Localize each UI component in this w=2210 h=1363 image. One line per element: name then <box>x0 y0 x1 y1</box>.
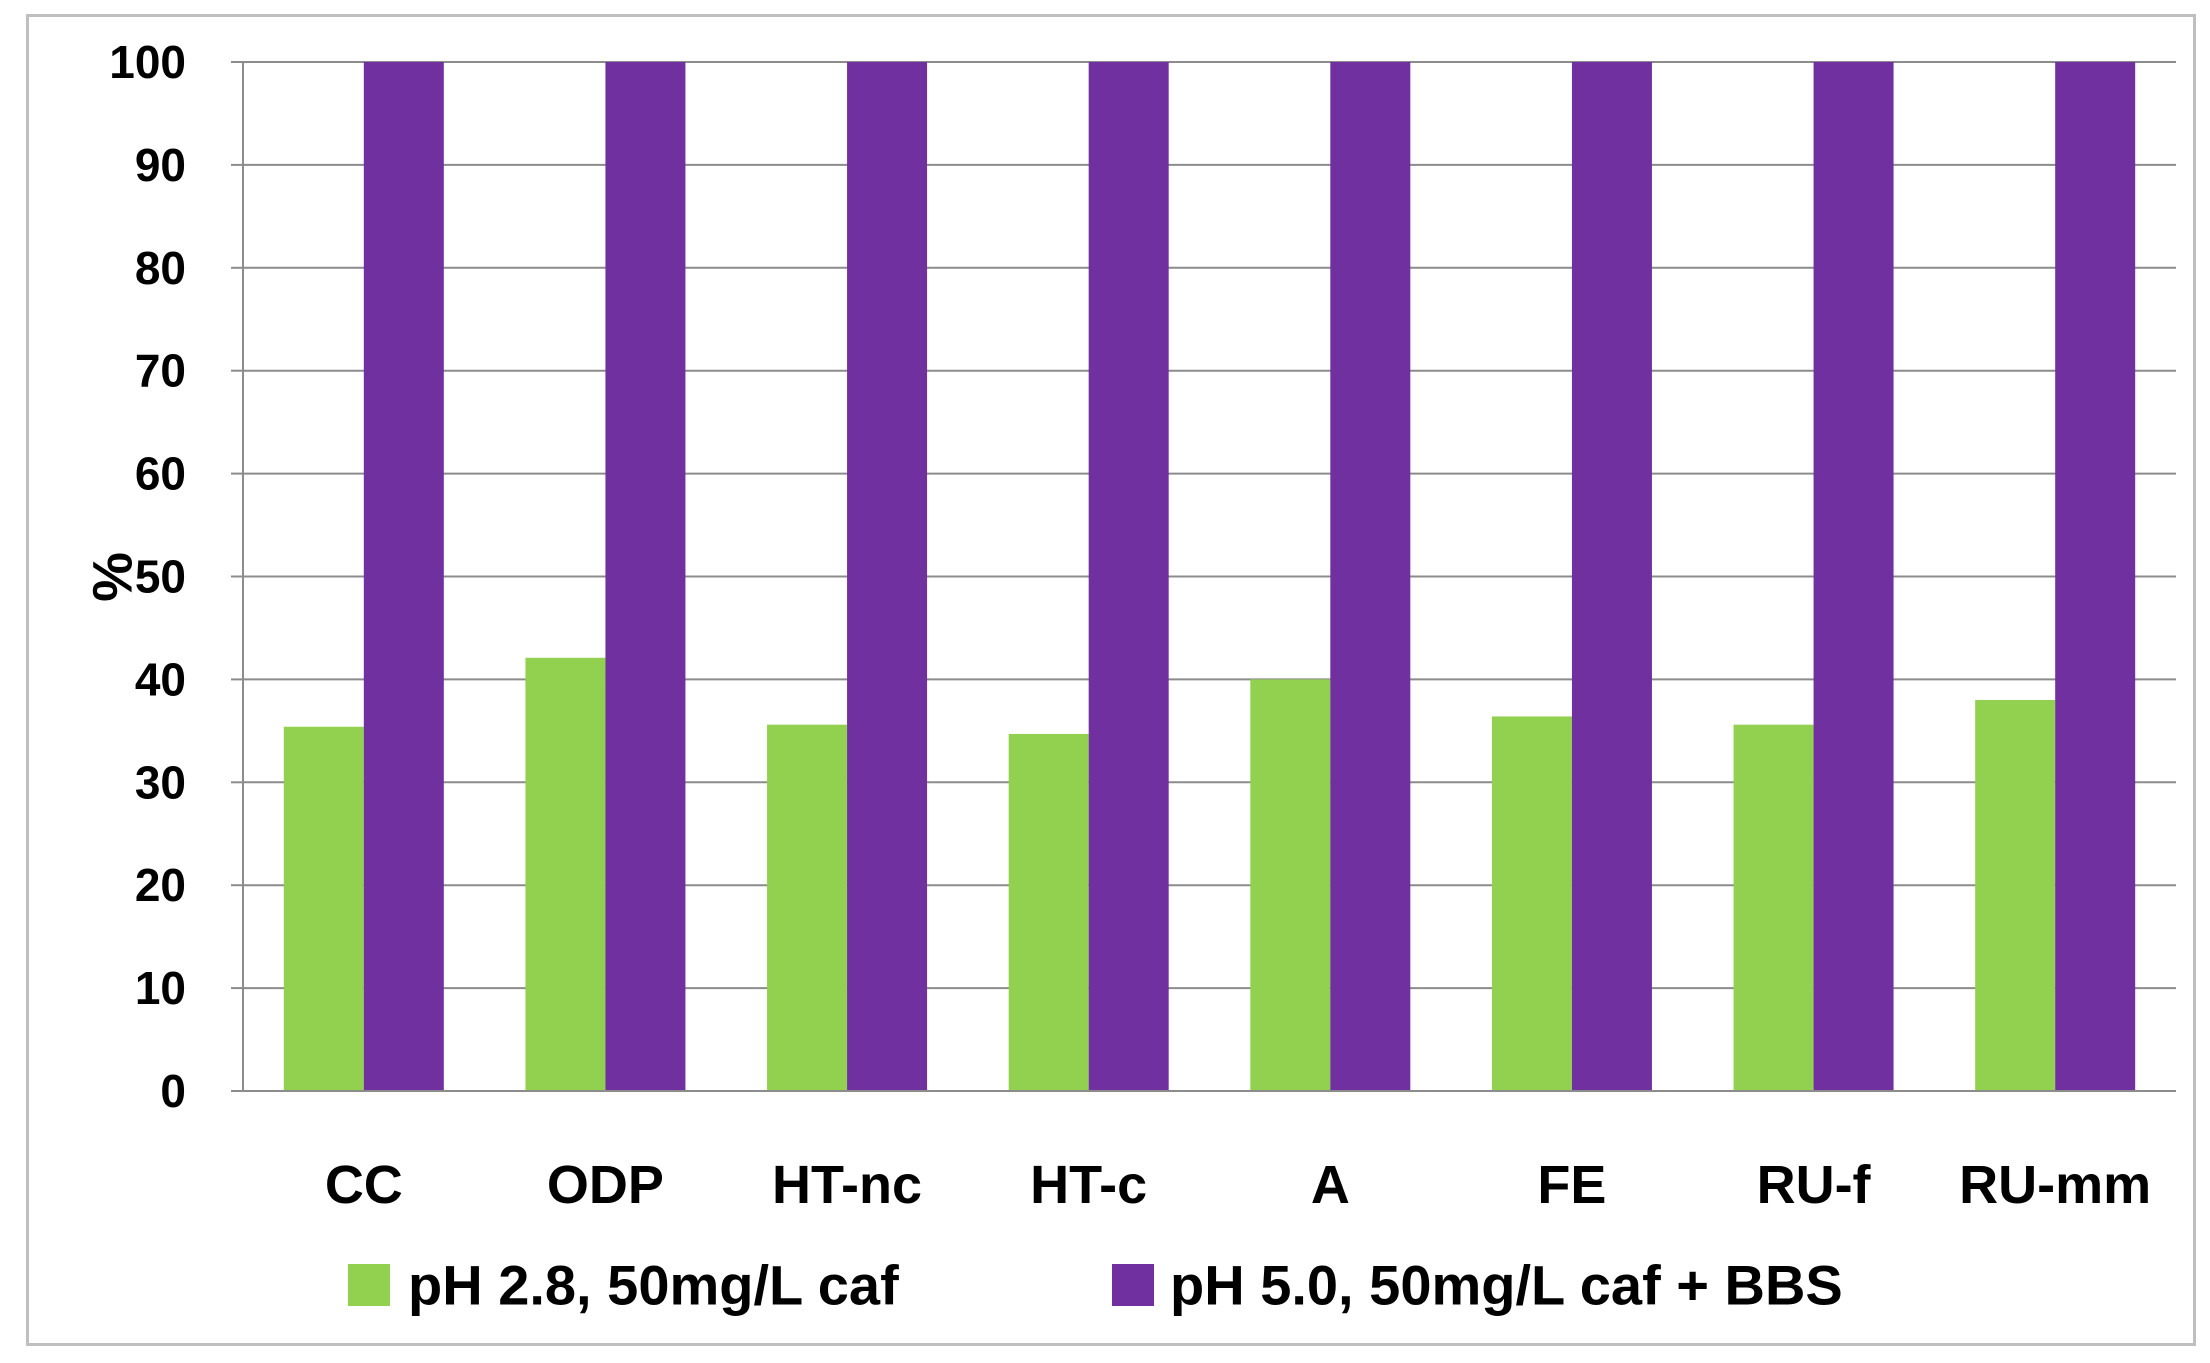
y-tick-label: 80 <box>135 242 186 294</box>
bar-ph50-odp <box>605 62 686 1091</box>
y-tick-label: 40 <box>135 653 186 705</box>
y-tick-label: 10 <box>135 962 186 1014</box>
bar-ph50-a <box>1330 62 1411 1091</box>
y-tick-label: 0 <box>160 1065 186 1117</box>
bar-ph28-ht-nc <box>767 724 848 1091</box>
bar-ph50-cc <box>363 62 444 1091</box>
y-tick-label: 70 <box>135 345 186 397</box>
x-category-label: A <box>1311 1155 1350 1215</box>
y-axis-title: % <box>81 552 144 602</box>
x-category-label: RU-mm <box>1959 1155 2151 1215</box>
legend-label-ph50: pH 5.0, 50mg/L caf + BBS <box>1170 1254 1843 1317</box>
x-category-label: HT-nc <box>772 1155 922 1215</box>
axes <box>231 61 2176 1092</box>
y-tick-label: 100 <box>109 36 186 88</box>
legend-swatch-ph50 <box>1112 1264 1154 1306</box>
bar-ph28-a <box>1250 679 1331 1091</box>
x-category-labels: CC ODP HT-nc HT-c A FE RU-f RU-mm <box>325 1155 2151 1215</box>
y-tick-label: 20 <box>135 859 186 911</box>
x-category-label: HT-c <box>1030 1155 1147 1215</box>
x-category-label: CC <box>325 1155 403 1215</box>
bar-ph28-ht-c <box>1008 733 1089 1091</box>
y-tick-label: 60 <box>135 448 186 500</box>
bar-ph28-ru-f <box>1733 724 1814 1091</box>
bars <box>283 62 2136 1091</box>
y-tick-label: 90 <box>135 139 186 191</box>
y-tick-labels: 0 10 20 30 40 50 60 70 80 90 100 <box>109 36 186 1117</box>
bar-ph28-ru-mm <box>1975 699 2056 1091</box>
legend-label-ph28: pH 2.8, 50mg/L caf <box>408 1254 899 1317</box>
bar-ph50-ht-nc <box>847 62 928 1091</box>
x-category-label: ODP <box>547 1155 664 1215</box>
y-tick-label: 50 <box>135 551 186 603</box>
bar-ph50-fe <box>1571 62 1652 1091</box>
bar-ph50-ru-mm <box>2055 62 2136 1091</box>
bar-ph28-odp <box>525 657 606 1091</box>
bar-ph28-fe <box>1491 716 1572 1091</box>
bar-ph50-ht-c <box>1088 62 1169 1091</box>
bar-ph28-cc <box>283 726 364 1091</box>
bar-ph50-ru-f <box>1813 62 1894 1091</box>
legend: pH 2.8, 50mg/L caf pH 5.0, 50mg/L caf + B… <box>348 1254 1843 1317</box>
x-category-label: FE <box>1537 1155 1606 1215</box>
x-category-label: RU-f <box>1757 1155 1872 1215</box>
legend-swatch-ph28 <box>348 1264 390 1306</box>
y-tick-label: 30 <box>135 756 186 808</box>
